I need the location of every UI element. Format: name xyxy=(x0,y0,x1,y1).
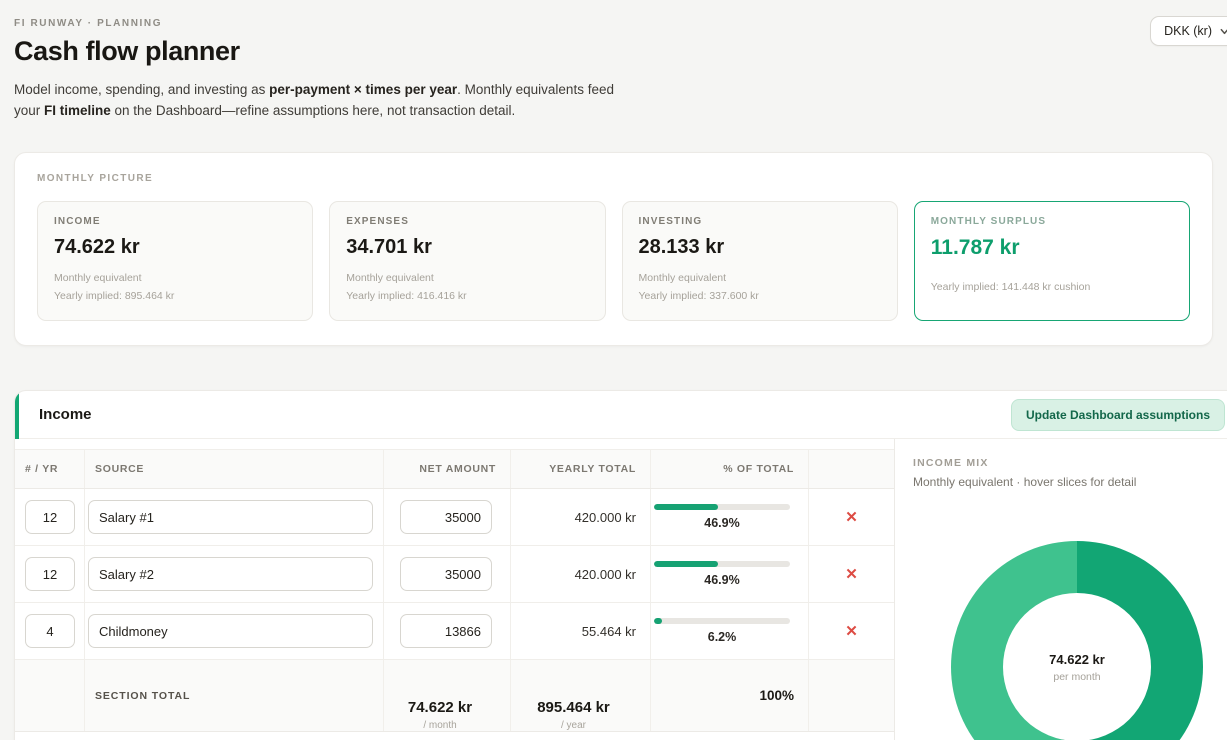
stat-value: 74.622 kr xyxy=(54,235,140,258)
stat-card-monthly-surplus: MONTHLY SURPLUS 11.787 kr Yearly implied… xyxy=(913,200,1190,322)
stat-label: INVESTING xyxy=(638,215,703,227)
stat-value: 34.701 kr xyxy=(346,235,432,258)
breadcrumb: FI RUNWAY · PLANNING xyxy=(14,18,163,29)
stats-row: INCOME 74.622 kr Monthly equivalent Year… xyxy=(37,200,1190,322)
source-input[interactable] xyxy=(88,557,373,592)
col-header-times-per-year: # / YR xyxy=(15,450,85,489)
stat-card-expenses: EXPENSES 34.701 kr Monthly equivalent Ye… xyxy=(329,200,606,322)
pct-of-total-value: 46.9% xyxy=(704,573,740,588)
pct-progress-bar xyxy=(654,504,790,511)
income-row-salary-1: 420.000 kr 46.9% ✕ xyxy=(15,489,894,547)
donut-center-label: 74.622 kr per month xyxy=(1003,593,1151,740)
times-per-year-input[interactable] xyxy=(25,614,75,649)
net-amount-input[interactable] xyxy=(400,557,492,592)
yearly-total-value: 420.000 kr xyxy=(574,509,636,525)
net-amount-input[interactable] xyxy=(400,614,492,649)
stat-subtext: Monthly equivalent Yearly implied: 416.4… xyxy=(346,271,467,302)
yearly-total-value: 420.000 kr xyxy=(574,566,636,582)
total-yearly: 895.464 kr / year xyxy=(511,660,651,732)
stat-value: 11.787 kr xyxy=(930,235,1020,259)
stat-card-investing: INVESTING 28.133 kr Monthly equivalent Y… xyxy=(621,200,898,322)
pct-of-total-value: 46.9% xyxy=(704,516,740,531)
income-row-childmoney: 55.464 kr 6.2% ✕ xyxy=(15,603,894,661)
yearly-total-value: 55.464 kr xyxy=(581,623,636,639)
stat-label: INCOME xyxy=(54,215,101,227)
delete-row-icon[interactable]: ✕ xyxy=(839,620,864,643)
stat-subtext: Monthly equivalent Yearly implied: 895.4… xyxy=(54,271,175,302)
currency-select[interactable]: DKK (kr) xyxy=(1150,16,1227,46)
income-mix-subtitle: Monthly equivalent · hover slices for de… xyxy=(913,475,1137,490)
col-header-yearly-total: YEARLY TOTAL xyxy=(511,450,651,489)
stat-label: MONTHLY SURPLUS xyxy=(930,215,1047,227)
source-input[interactable] xyxy=(88,614,373,649)
stat-card-income: INCOME 74.622 kr Monthly equivalent Year… xyxy=(37,200,314,322)
section-accent-bar xyxy=(15,391,19,440)
income-table: # / YR SOURCE NET AMOUNT YEARLY TOTAL % … xyxy=(15,439,894,740)
income-section-title: Income xyxy=(39,406,92,424)
stat-value: 28.133 kr xyxy=(638,235,725,258)
delete-row-icon[interactable]: ✕ xyxy=(839,563,864,586)
income-donut-chart[interactable]: 74.622 kr per month xyxy=(951,541,1203,740)
income-body: # / YR SOURCE NET AMOUNT YEARLY TOTAL % … xyxy=(15,439,1227,740)
col-header-net-amount: NET AMOUNT xyxy=(384,450,511,489)
stat-subtext: Yearly implied: 141.448 kr cushion xyxy=(930,280,1091,293)
section-total-row: SECTION TOTAL 74.622 kr / month 895.464 … xyxy=(15,660,894,733)
income-section-card: Income Update Dashboard assumptions # / … xyxy=(14,390,1227,740)
stat-label: EXPENSES xyxy=(346,215,409,227)
source-input[interactable] xyxy=(88,500,373,535)
income-table-header: # / YR SOURCE NET AMOUNT YEARLY TOTAL % … xyxy=(15,449,894,490)
currency-value: DKK (kr) xyxy=(1164,24,1212,38)
chevron-down-icon xyxy=(1220,28,1227,35)
total-monthly: 74.622 kr / month xyxy=(384,660,511,732)
page-header: FI RUNWAY · PLANNING DKK (kr) Cash flow … xyxy=(0,0,1227,122)
col-header-actions xyxy=(809,450,894,488)
monthly-picture-card: MONTHLY PICTURE INCOME 74.622 kr Monthly… xyxy=(14,151,1213,347)
pct-progress-bar xyxy=(654,618,790,625)
times-per-year-input[interactable] xyxy=(25,557,75,592)
income-row-salary-2: 420.000 kr 46.9% ✕ xyxy=(15,546,894,604)
income-mix-panel: INCOME MIX Monthly equivalent · hover sl… xyxy=(894,439,1227,740)
income-header: Income Update Dashboard assumptions xyxy=(15,391,1227,440)
page-title: Cash flow planner xyxy=(14,36,240,66)
col-header-pct-of-total: % OF TOTAL xyxy=(651,450,809,489)
section-total-label: SECTION TOTAL xyxy=(95,689,191,702)
monthly-picture-label: MONTHLY PICTURE xyxy=(37,172,154,184)
update-dashboard-assumptions-button[interactable]: Update Dashboard assumptions xyxy=(1010,398,1225,431)
stat-subtext: Monthly equivalent Yearly implied: 337.6… xyxy=(638,271,759,302)
net-amount-input[interactable] xyxy=(400,500,492,535)
pct-progress-bar xyxy=(654,561,790,568)
income-mix-title: INCOME MIX xyxy=(913,457,989,470)
page-description: Model income, spending, and investing as… xyxy=(14,82,614,119)
pct-of-total-value: 6.2% xyxy=(707,630,737,645)
total-pct: 100% xyxy=(759,688,794,704)
col-header-source: SOURCE xyxy=(85,450,384,489)
times-per-year-input[interactable] xyxy=(25,500,75,535)
delete-row-icon[interactable]: ✕ xyxy=(839,506,864,529)
